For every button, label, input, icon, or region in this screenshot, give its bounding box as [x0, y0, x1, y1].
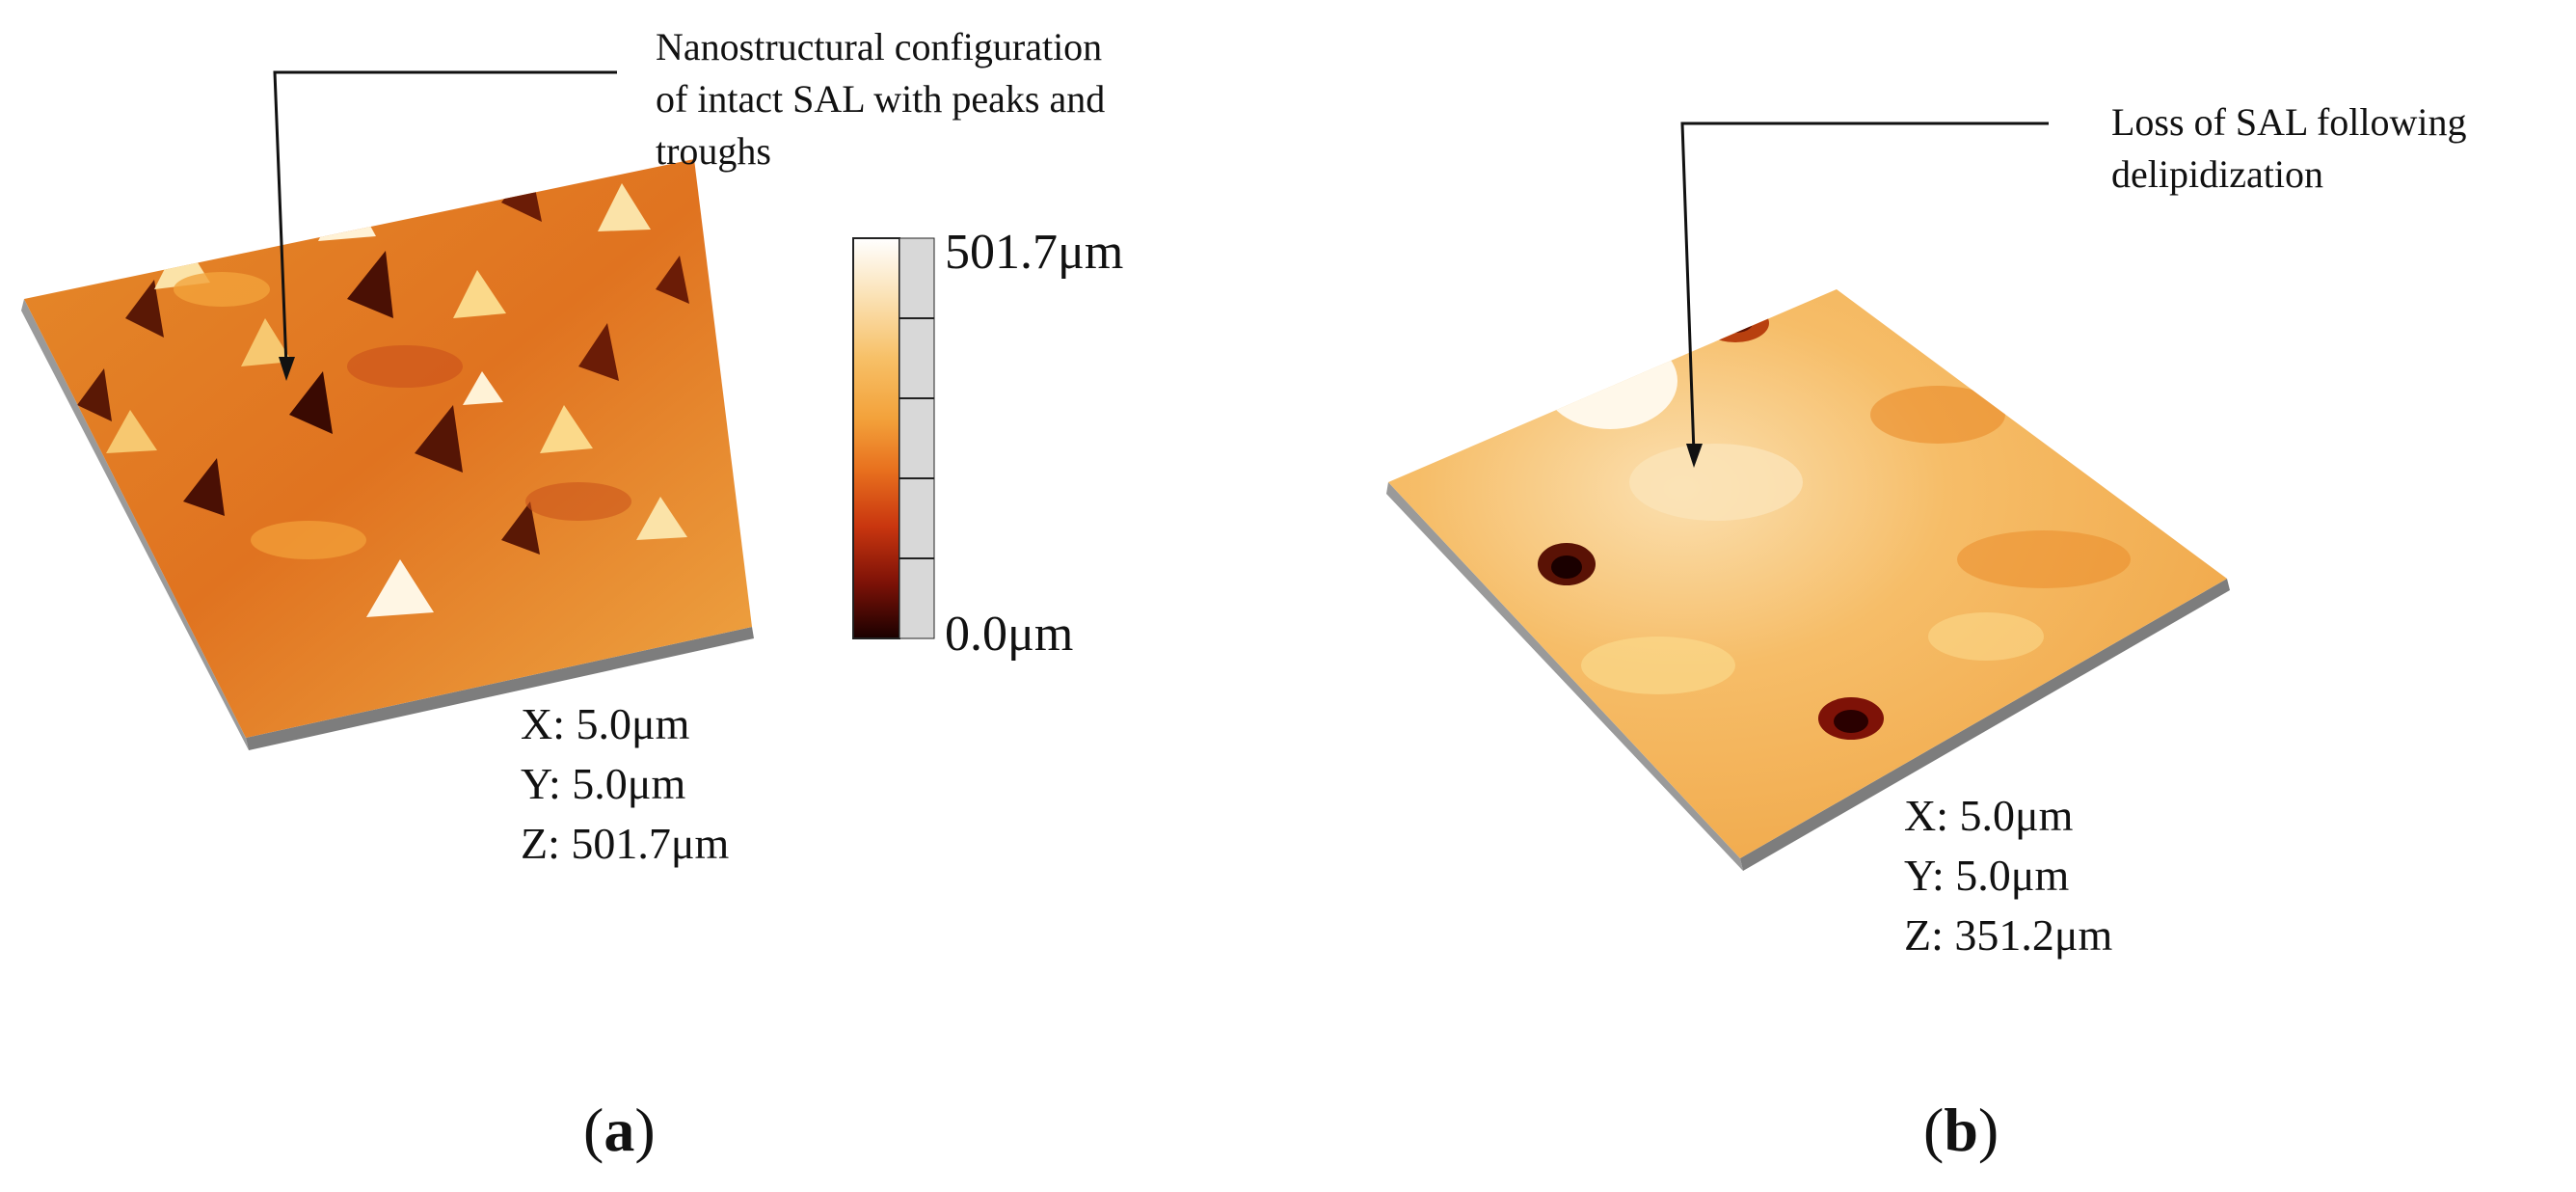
colorbar — [852, 237, 935, 639]
panel-a-label-letter: a — [604, 1096, 635, 1164]
annotation-a-line-1: Nanostructural configuration — [656, 25, 1103, 68]
annotation-b-line-1: Loss of SAL following — [2111, 100, 2467, 144]
annotation-a-line-3: troughs — [656, 129, 771, 173]
panel-a-label-open: ( — [583, 1096, 604, 1164]
panel-a-label: (a) — [583, 1099, 656, 1161]
panel-a-label-close: ) — [634, 1096, 656, 1164]
surface-a — [21, 159, 754, 750]
colorbar-max-label: 501.7μm — [945, 225, 1124, 280]
annotation-b-line-2: delipidization — [2111, 152, 2323, 196]
panel-b-x-dimension: X: 5.0μm — [1904, 791, 2074, 840]
annotation-a: Nanostructural configuration of intact S… — [656, 21, 1105, 177]
panel-a-x-dimension: X: 5.0μm — [521, 699, 690, 748]
panel-b-dimensions: X: 5.0μm Y: 5.0μm Z: 351.2μm — [1904, 786, 2112, 965]
panel-b-label-close: ) — [1977, 1096, 1999, 1164]
annotation-b: Loss of SAL following delipidization — [2111, 96, 2467, 201]
annotation-b-leader — [1680, 122, 2049, 454]
panel-b-y-dimension: Y: 5.0μm — [1904, 851, 2070, 900]
surface-b — [1386, 289, 2230, 871]
panel-a-y-dimension: Y: 5.0μm — [521, 759, 686, 808]
panel-b-label-open: ( — [1923, 1096, 1945, 1164]
panel-a-dimensions: X: 5.0μm Y: 5.0μm Z: 501.7μm — [521, 694, 729, 874]
annotation-a-leader — [273, 70, 617, 367]
panel-a-z-dimension: Z: 501.7μm — [521, 819, 730, 868]
panel-b-label-letter: b — [1944, 1096, 1978, 1164]
panel-b-z-dimension: Z: 351.2μm — [1904, 910, 2113, 960]
panel-b-label: (b) — [1923, 1099, 1999, 1161]
annotation-a-line-2: of intact SAL with peaks and — [656, 77, 1106, 121]
colorbar-min-label: 0.0μm — [945, 607, 1074, 662]
